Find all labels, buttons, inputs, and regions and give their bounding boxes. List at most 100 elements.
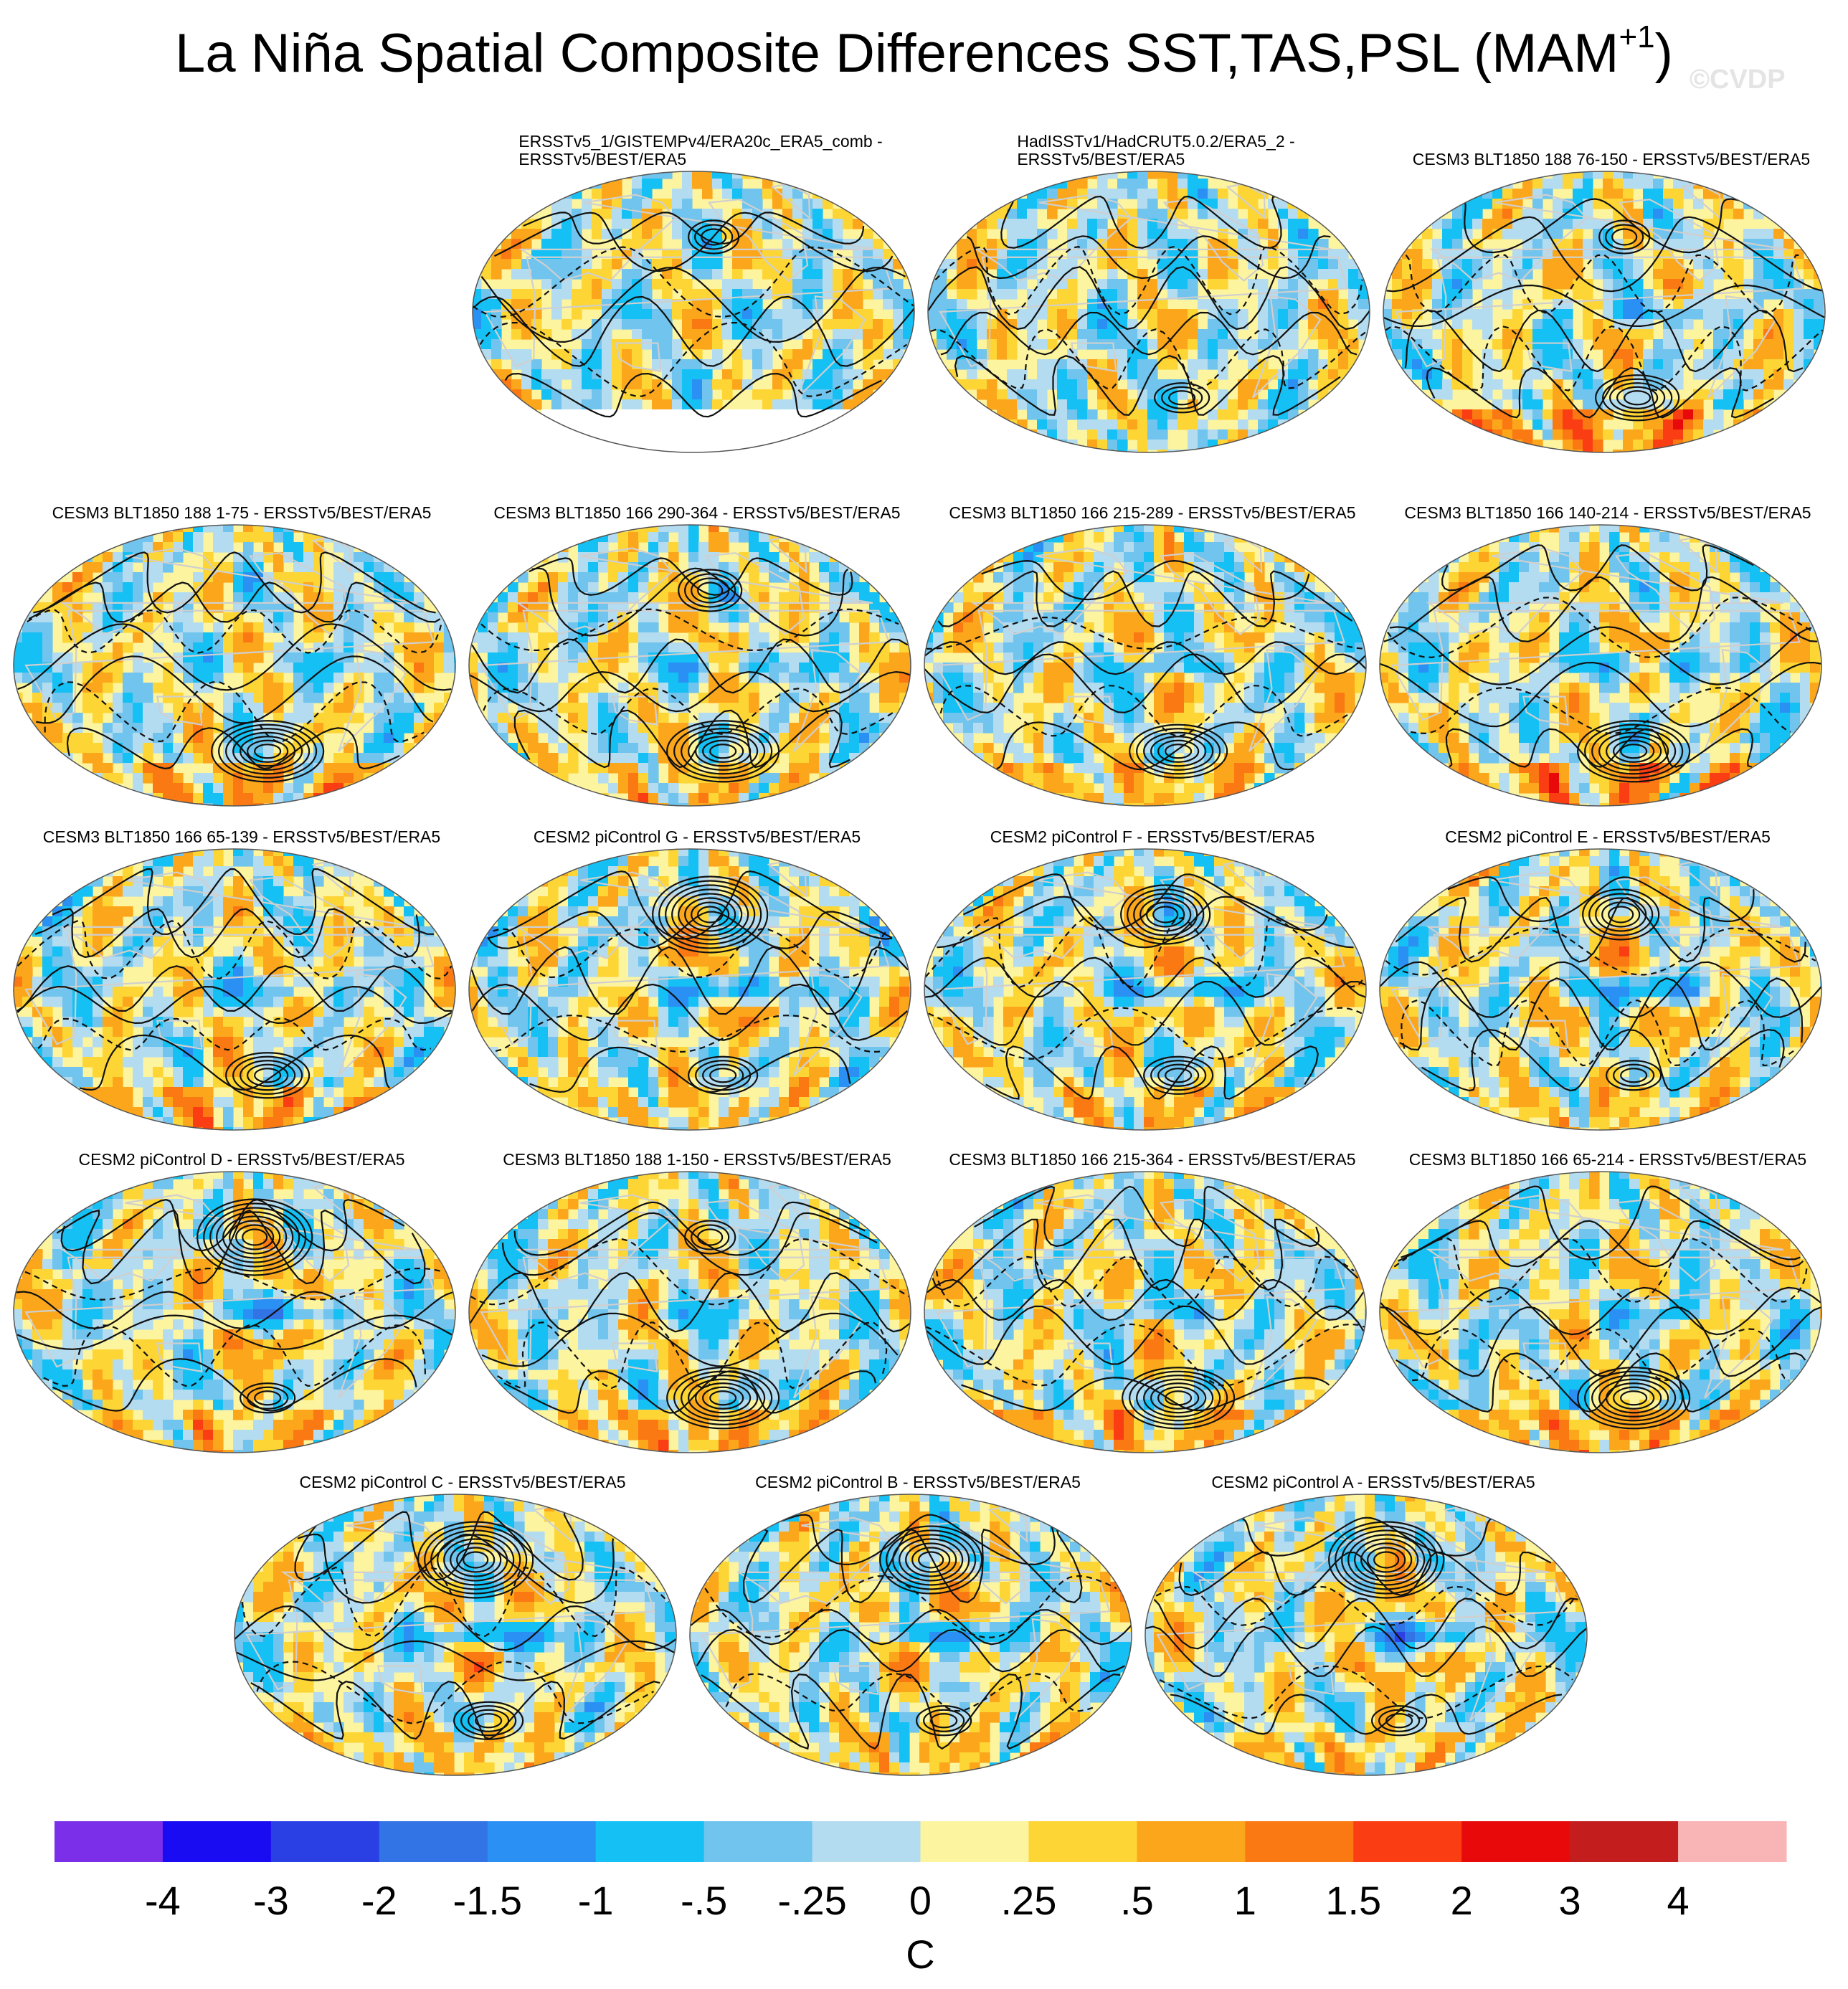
field-cell <box>283 683 294 693</box>
field-cell <box>283 783 294 794</box>
field-cell <box>1184 713 1195 723</box>
field-cell <box>1107 329 1118 340</box>
field-cell <box>762 399 773 410</box>
field-cell <box>628 703 639 713</box>
field-cell <box>1713 309 1724 320</box>
field-cell <box>853 259 863 270</box>
field-cell <box>1328 289 1339 300</box>
field-cell <box>1107 440 1118 450</box>
field-cell <box>1573 189 1583 199</box>
field-cell <box>1067 379 1078 390</box>
field-cell <box>538 693 549 703</box>
field-cell <box>1432 369 1443 380</box>
field-cell <box>1348 329 1359 340</box>
field-cell <box>1793 319 1804 330</box>
field-cell <box>928 319 937 330</box>
field-cell <box>508 632 518 643</box>
field-cell <box>1643 171 1654 179</box>
field-cell <box>283 743 294 754</box>
field-cell <box>1274 632 1285 643</box>
field-cell <box>732 269 743 280</box>
field-cell <box>1643 299 1654 310</box>
field-cell <box>1783 379 1794 390</box>
field-cell <box>1563 171 1573 179</box>
field-cell <box>501 259 512 270</box>
field-cell <box>1043 683 1054 693</box>
field-cell <box>1228 409 1238 420</box>
psl-contour <box>1464 198 1744 254</box>
field-cell <box>354 673 364 683</box>
field-cell <box>1543 450 1553 452</box>
field-cell <box>133 632 143 643</box>
field-cell <box>1154 612 1165 623</box>
field-cell <box>283 542 294 553</box>
field-cell <box>792 409 803 420</box>
field-cell <box>578 612 589 623</box>
field-cell <box>153 542 164 553</box>
field-cell <box>1117 349 1128 360</box>
field-cell <box>163 622 174 633</box>
field-cell <box>1198 209 1208 219</box>
field-cell <box>1583 419 1593 430</box>
field-cell <box>1653 279 1664 290</box>
field-cell <box>1304 652 1315 663</box>
field-cell <box>1422 339 1433 350</box>
field-cell <box>1673 379 1684 390</box>
field-cell <box>213 803 224 806</box>
field-cell <box>833 319 843 330</box>
field-cell <box>1013 753 1024 764</box>
field-cell <box>1177 419 1188 430</box>
field-cell <box>1723 389 1734 400</box>
field-cell <box>1037 419 1048 430</box>
field-cell <box>223 693 234 703</box>
field-cell <box>548 763 559 774</box>
field-cell <box>1164 713 1175 723</box>
field-cell <box>1087 369 1098 380</box>
field-cell <box>1643 349 1654 360</box>
field-cell <box>1412 299 1423 310</box>
field-cell <box>1472 209 1483 219</box>
field-cell <box>963 693 974 703</box>
field-cell <box>541 259 552 270</box>
field-cell <box>273 562 284 573</box>
psl-contour-high <box>688 731 759 771</box>
field-cell <box>692 299 703 310</box>
field-cell <box>498 663 508 673</box>
field-cell <box>1258 339 1269 350</box>
field-cell <box>642 199 653 209</box>
field-cell <box>1308 349 1319 360</box>
field-cell <box>1013 552 1024 563</box>
field-cell <box>582 409 592 420</box>
field-cell <box>1325 693 1335 703</box>
field-cell <box>243 663 254 673</box>
field-cell <box>508 602 518 613</box>
field-cell <box>133 703 143 713</box>
field-cell <box>343 663 354 673</box>
field-cell <box>1308 329 1319 340</box>
field-cell <box>1104 743 1114 754</box>
field-cell <box>632 379 643 390</box>
field-cell <box>819 612 830 623</box>
field-cell <box>1157 409 1168 420</box>
field-cell <box>1137 209 1148 219</box>
field-cell <box>62 663 73 673</box>
field-cell <box>1188 179 1198 189</box>
field-cell <box>1543 329 1553 340</box>
field-cell <box>608 525 619 533</box>
field-cell <box>143 763 153 774</box>
field-cell <box>688 622 699 633</box>
field-cell <box>1053 663 1064 673</box>
field-cell <box>1224 733 1235 744</box>
field-cell <box>1167 450 1178 452</box>
field-cell <box>789 683 800 693</box>
field-cell <box>1107 269 1118 280</box>
field-cell <box>1188 369 1198 380</box>
field-cell <box>1194 525 1205 533</box>
field-cell <box>1583 440 1593 450</box>
field-cell <box>143 612 153 623</box>
field-cell <box>1254 703 1265 713</box>
field-cell <box>732 179 743 189</box>
field-cell <box>62 683 73 693</box>
field-cell <box>802 289 813 300</box>
field-cell <box>414 683 425 693</box>
